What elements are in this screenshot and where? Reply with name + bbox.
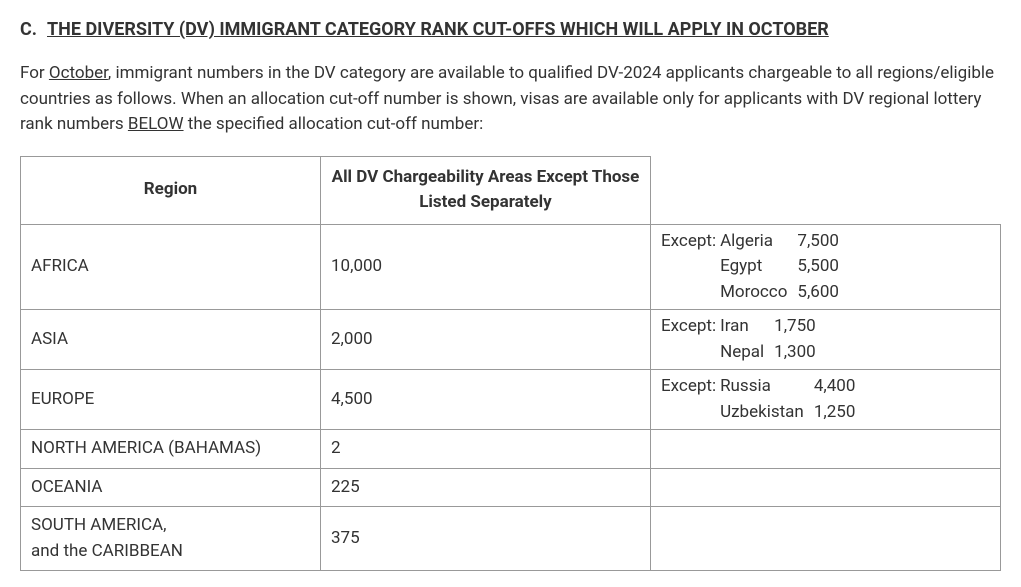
header-main: All DV Chargeability Areas Except Those … bbox=[321, 156, 651, 224]
main-cutoff-cell: 225 bbox=[321, 468, 651, 507]
table-header-row: Region All DV Chargeability Areas Except… bbox=[21, 156, 1001, 224]
dv-cutoff-table: Region All DV Chargeability Areas Except… bbox=[20, 156, 1001, 572]
header-exceptions-blank bbox=[651, 156, 1001, 224]
main-cutoff-cell: 375 bbox=[321, 507, 651, 571]
exceptions-cell: Except:Algeria7,500Egypt5,500Morocco5,60… bbox=[651, 224, 1001, 310]
exception-value: 1,300 bbox=[774, 340, 816, 366]
table-row: ASIA2,000Except:Iran1,750Nepal1,300 bbox=[21, 310, 1001, 370]
exception-row: Morocco5,600 bbox=[661, 280, 839, 306]
exceptions-table: Except:Russia4,400Uzbekistan1,250 bbox=[661, 374, 855, 425]
intro-part3: the specified allocation cut-off number: bbox=[184, 114, 484, 134]
exception-row: Nepal1,300 bbox=[661, 340, 816, 366]
exceptions-cell: Except:Iran1,750Nepal1,300 bbox=[651, 310, 1001, 370]
intro-below: BELOW bbox=[128, 114, 184, 134]
exception-label bbox=[661, 280, 720, 306]
exception-row: Except:Russia4,400 bbox=[661, 374, 855, 400]
exception-value: 7,500 bbox=[797, 229, 839, 255]
exception-country: Iran bbox=[720, 314, 774, 340]
exceptions-cell bbox=[651, 430, 1001, 469]
header-region: Region bbox=[21, 156, 321, 224]
exceptions-cell bbox=[651, 468, 1001, 507]
region-cell: AFRICA bbox=[21, 224, 321, 310]
section-heading-label: C. bbox=[20, 19, 37, 40]
exception-label: Except: bbox=[661, 314, 720, 340]
exception-country: Egypt bbox=[720, 254, 797, 280]
exceptions-cell bbox=[651, 507, 1001, 571]
table-row: AFRICA10,000Except:Algeria7,500Egypt5,50… bbox=[21, 224, 1001, 310]
main-cutoff-cell: 2 bbox=[321, 430, 651, 469]
exception-label bbox=[661, 340, 720, 366]
exception-row: Uzbekistan1,250 bbox=[661, 400, 855, 426]
exceptions-table: Except:Algeria7,500Egypt5,500Morocco5,60… bbox=[661, 229, 839, 306]
intro-month: October bbox=[49, 63, 108, 83]
exception-label bbox=[661, 400, 720, 426]
exception-country: Russia bbox=[720, 374, 814, 400]
exception-label bbox=[661, 254, 720, 280]
exceptions-table: Except:Iran1,750Nepal1,300 bbox=[661, 314, 816, 365]
table-row: SOUTH AMERICA,and the CARIBBEAN375 bbox=[21, 507, 1001, 571]
exception-label: Except: bbox=[661, 374, 720, 400]
intro-paragraph: For October, immigrant numbers in the DV… bbox=[20, 61, 1001, 138]
exception-value: 4,400 bbox=[814, 374, 856, 400]
section-heading-title: THE DIVERSITY (DV) IMMIGRANT CATEGORY RA… bbox=[47, 19, 829, 40]
exception-country: Algeria bbox=[720, 229, 797, 255]
region-cell: EUROPE bbox=[21, 370, 321, 430]
exception-country: Morocco bbox=[720, 280, 797, 306]
region-cell: NORTH AMERICA (BAHAMAS) bbox=[21, 430, 321, 469]
region-cell: ASIA bbox=[21, 310, 321, 370]
main-cutoff-cell: 10,000 bbox=[321, 224, 651, 310]
table-row: OCEANIA225 bbox=[21, 468, 1001, 507]
exception-row: Except:Algeria7,500 bbox=[661, 229, 839, 255]
exception-value: 5,600 bbox=[797, 280, 839, 306]
intro-part1: For bbox=[20, 63, 49, 83]
region-cell: SOUTH AMERICA,and the CARIBBEAN bbox=[21, 507, 321, 571]
exception-label: Except: bbox=[661, 229, 720, 255]
main-cutoff-cell: 2,000 bbox=[321, 310, 651, 370]
main-cutoff-cell: 4,500 bbox=[321, 370, 651, 430]
exceptions-cell: Except:Russia4,400Uzbekistan1,250 bbox=[651, 370, 1001, 430]
section-heading: C. THE DIVERSITY (DV) IMMIGRANT CATEGORY… bbox=[20, 16, 1001, 43]
exception-row: Except:Iran1,750 bbox=[661, 314, 816, 340]
exception-value: 1,750 bbox=[774, 314, 816, 340]
exception-country: Uzbekistan bbox=[720, 400, 814, 426]
table-row: NORTH AMERICA (BAHAMAS)2 bbox=[21, 430, 1001, 469]
table-row: EUROPE4,500Except:Russia4,400Uzbekistan1… bbox=[21, 370, 1001, 430]
exception-row: Egypt5,500 bbox=[661, 254, 839, 280]
exception-value: 5,500 bbox=[797, 254, 839, 280]
region-cell: OCEANIA bbox=[21, 468, 321, 507]
exception-country: Nepal bbox=[720, 340, 774, 366]
exception-value: 1,250 bbox=[814, 400, 856, 426]
